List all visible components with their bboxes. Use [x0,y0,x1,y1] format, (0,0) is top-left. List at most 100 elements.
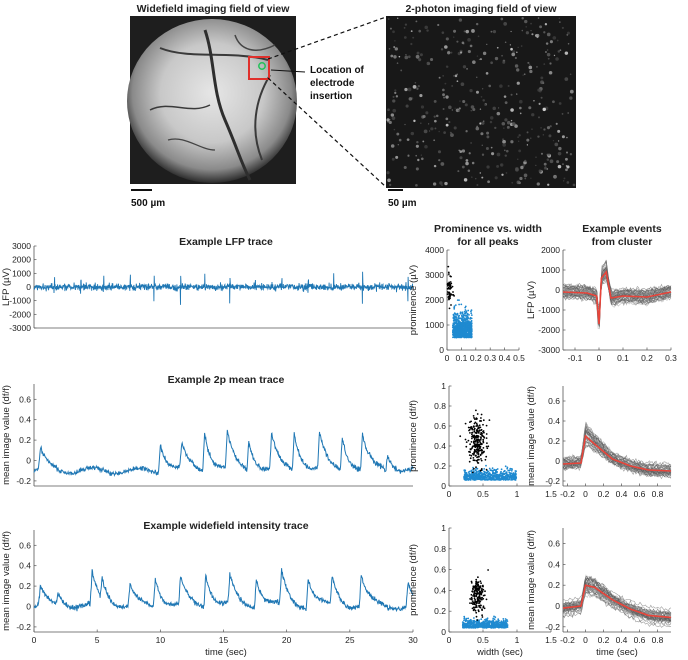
neuron-dot [394,47,398,51]
scatter-point [467,617,470,620]
scatter-point [473,441,475,444]
scatter-point [497,478,499,481]
scatter-point [459,311,462,314]
event-trace [562,435,672,470]
neuron-dot [443,96,446,99]
neuron-dot [458,109,461,112]
scatter-point [461,320,464,322]
y-axis-label: prominence (df/f) [408,400,419,472]
neuron-dot [531,33,534,36]
scatter-point [470,582,473,584]
neuron-dot [463,30,466,33]
neuron-dot [554,142,559,147]
scatter-point [514,478,517,480]
x-tick-label: 1 [515,635,520,645]
neuron-dot [410,42,413,46]
scatter-point [483,473,486,476]
neuron-dot [569,96,573,100]
neuron-dot [540,127,542,129]
neuron-dot [492,30,497,34]
scatter-point [452,313,455,316]
neuron-dot [519,176,523,181]
scatter-point [475,604,478,607]
scatter-point [464,305,467,308]
electrode-marker-icon [258,62,266,70]
neuron-dot [555,122,558,125]
scatter-point [484,458,487,461]
scatter-point [459,312,462,315]
scatter-point [470,327,473,330]
x-tick-label: 0 [447,489,452,499]
neuron-dot [464,103,468,107]
neuron-dot [561,26,564,29]
scatter-point [455,314,457,316]
neuron-dot [448,121,451,124]
chart-lfp_trace: -3000 -2000 -1000 0 1000 2000 3000 Example LFP … [1,236,414,333]
scatter-point [468,454,471,456]
y-tick-label: -0.2 [545,476,560,486]
neuron-dot [454,107,456,109]
neuron-dot [456,40,459,43]
scatter-point [463,617,466,620]
scatter-point [470,470,473,473]
neuron-dot [479,172,482,174]
neuron-dot [504,118,508,122]
neuron-dot [482,51,487,56]
neuron-dot [518,134,521,137]
x-tick-label: 0.3 [665,353,677,363]
neuron-dot [569,153,573,156]
neuron-dot [494,126,497,130]
scatter-point [461,334,464,336]
scatter-point [457,323,460,325]
scatter-point [474,436,477,439]
x-axis-label: width (sec) [476,647,523,658]
neuron-dot [543,31,546,34]
scatter-point [478,429,481,432]
x-tick-label: 0.2 [470,353,482,363]
neuron-dot [516,68,520,72]
scatter-point [481,614,483,617]
scatter-point [486,442,488,444]
neuron-dot [445,95,449,99]
neuron-dot [491,152,495,156]
plot-area [461,569,509,629]
neuron-dot [407,154,410,157]
neuron-dot [395,95,399,98]
neuron-dot [572,183,576,187]
neuron-dot [510,30,512,33]
y-tick-label: 0 [26,282,31,292]
scatter-point [465,333,468,336]
scatter-point [470,593,473,596]
neuron-dot [530,22,532,25]
scatter-point [462,626,464,629]
scatter-point [471,600,474,602]
neuron-dot [398,55,401,58]
neuron-dot [445,123,449,127]
scatter-point [476,425,479,427]
neuron-dot [471,176,473,178]
scatter-point [468,331,471,334]
scatter-point [482,440,485,443]
neuron-dot [400,69,403,72]
scatter-point [477,598,480,601]
y-tick-label: 0 [441,627,446,637]
event-trace [563,577,672,612]
scatter-point [490,620,493,623]
scatter-point [472,591,474,593]
neuron-dot [502,139,506,144]
scatter-point [448,298,450,301]
neuron-dot [441,31,445,34]
scatter-point [487,478,490,480]
scatter-point [476,440,479,443]
neuron-dot [403,26,406,29]
scatter-point [480,622,483,625]
x-tick-label: 0.6 [634,635,646,645]
neuron-dot [390,144,395,148]
neuron-dot [392,108,397,113]
neuron-dot [524,159,527,163]
y-tick-label: 0.4 [19,415,31,425]
scatter-point [475,606,478,608]
x-tick-label: 15 [219,635,229,645]
scatter-point [475,439,477,442]
scatter-point [472,609,475,612]
